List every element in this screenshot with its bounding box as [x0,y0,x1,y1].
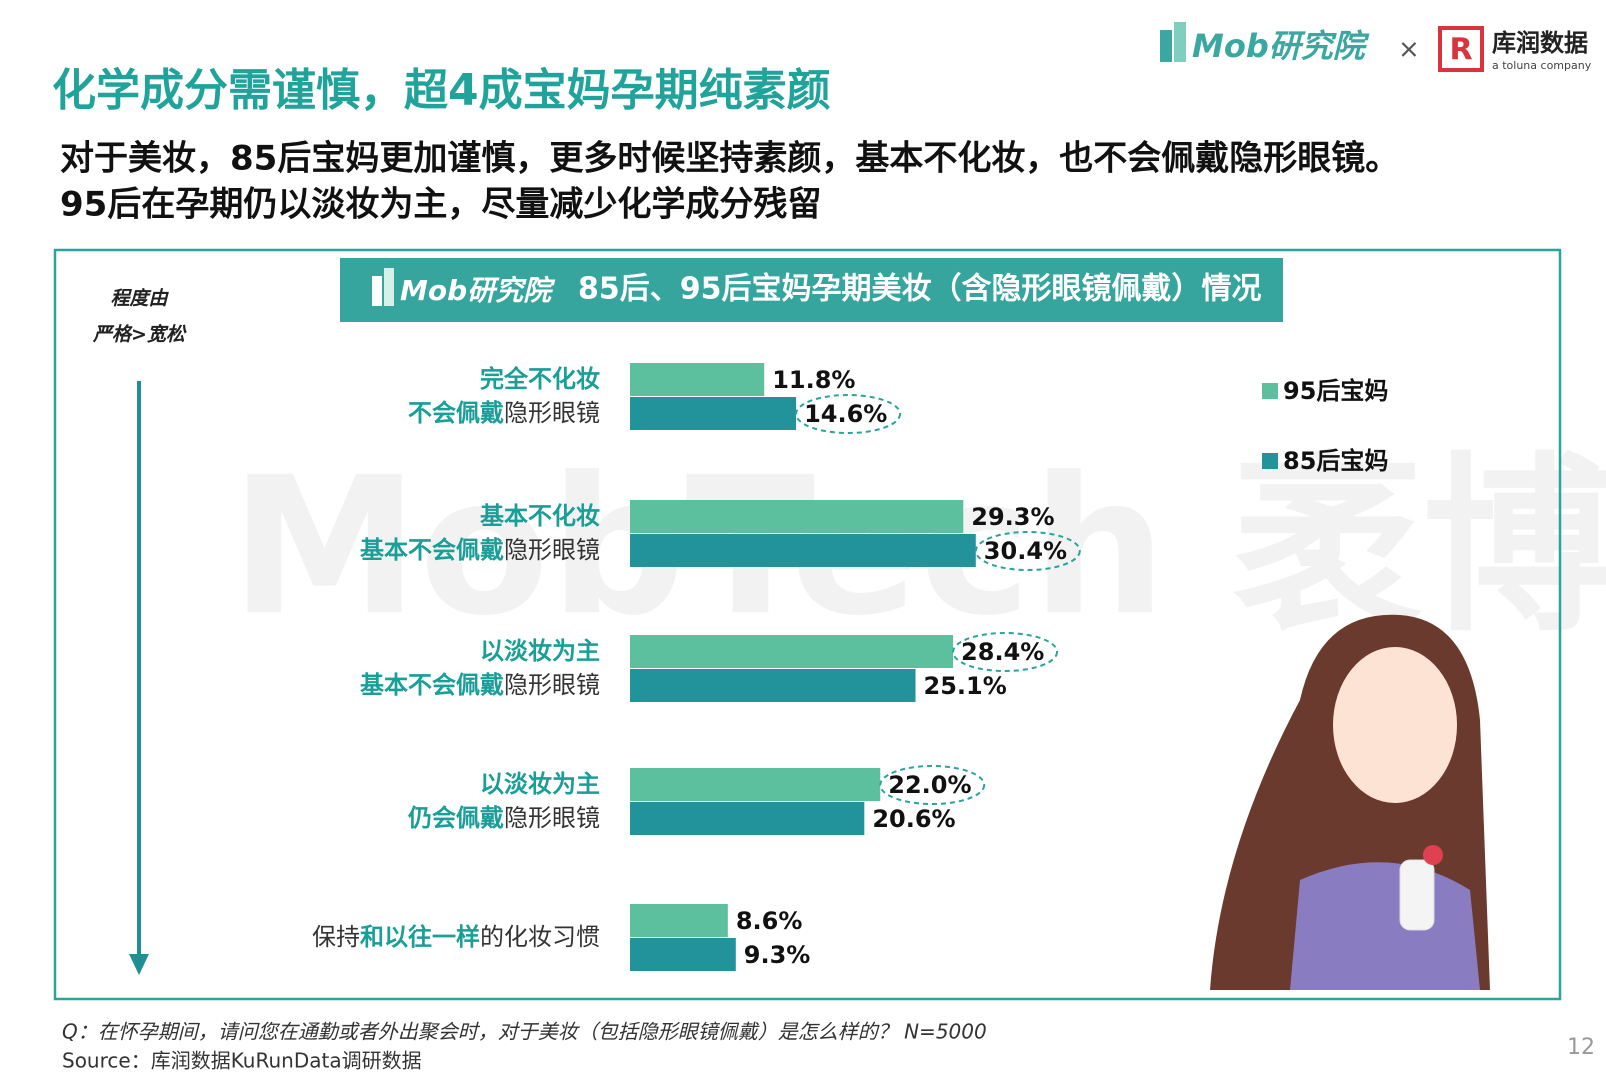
slide-subtitle: 对于美妆，85后宝妈更加谨慎，更多时候坚持素颜，基本不化妆，也不会佩戴隐形眼镜。 [60,139,1399,179]
footnote-source: Source：库润数据KuRunData调研数据 [62,1049,422,1073]
logo-mob: Mob研究院 [1192,27,1370,65]
logo-times: × [1398,35,1420,65]
bar [630,669,916,702]
chart-frame [53,248,1562,1001]
category-label: 完全不化妆 [480,365,600,393]
category-label-part: 基本不化妆 [480,502,600,530]
bar [630,938,736,971]
category-label-part: 的化妆习惯 [480,923,600,951]
bar [630,802,865,835]
value-label: 11.8% [772,366,855,394]
header-logo-icon [384,268,394,306]
footnote-question: Q：在怀孕期间，请问您在通勤或者外出聚会时，对于美妆（包括隐形眼镜佩戴）是怎么样… [62,1020,987,1044]
slide-subtitle: 95后在孕期仍以淡妆为主，尽量减少化学成分残留 [60,185,821,225]
legend-swatch [1262,453,1278,469]
logo-icon [1174,22,1186,62]
logo-kr: 库润数据 [1492,29,1588,57]
bar [630,500,964,533]
category-label-part: 基本不会佩戴 [360,671,504,699]
legend-label: 95后宝妈 [1283,377,1388,405]
value-label: 8.6% [736,907,803,935]
category-label: 以淡妆为主 [480,770,600,798]
scale-arrow-head [129,954,149,975]
label-highlight [974,531,1081,571]
illustration [1210,614,1490,990]
chart-logo: Mob研究院 [400,274,556,307]
label-highlight [952,632,1059,672]
category-label-part: 和以往一样 [360,923,480,951]
value-label: 22.0% [888,771,971,799]
bar [630,397,797,430]
category-label-part: 仍会佩戴 [408,804,504,832]
chart-header-bar [340,258,1283,322]
value-label: 14.6% [804,400,887,428]
bar [630,534,976,567]
header-logo-icon [372,276,382,306]
bar [630,635,954,668]
category-label-part: 基本不会佩戴 [360,536,504,564]
slide-title: 化学成分需谨慎，超4成宝妈孕期纯素颜 [52,65,831,116]
logo-kr-icon [1438,26,1484,72]
category-label: 基本不会佩戴隐形眼镜 [360,671,600,699]
category-label: 仍会佩戴隐形眼镜 [408,804,600,832]
category-label-part: 以淡妆为主 [480,770,600,798]
category-label-part: 隐形眼镜 [504,399,600,427]
category-label-part: 以淡妆为主 [480,637,600,665]
chart-title: 85后、95后宝妈孕期美妆（含隐形眼镜佩戴）情况 [578,272,1262,307]
bar [630,904,728,937]
legend-swatch [1262,383,1278,399]
scale-note: 程度由 [110,288,169,310]
scale-note: 严格>宽松 [92,324,187,346]
label-highlight [795,394,902,434]
logo-kr-sub: a toluna company [1492,59,1592,72]
label-highlight [879,765,986,805]
legend-label: 85后宝妈 [1283,447,1388,475]
logo-icon [1160,30,1172,62]
bar [630,768,881,801]
category-label: 基本不化妆 [480,502,600,530]
category-label-part: 隐形眼镜 [504,671,600,699]
value-label: 9.3% [744,941,811,969]
value-label: 25.1% [924,672,1007,700]
value-label: 30.4% [984,537,1067,565]
category-label-part: 完全不化妆 [480,365,600,393]
value-label: 20.6% [872,805,955,833]
category-label: 不会佩戴隐形眼镜 [408,399,600,427]
category-label-part: 保持 [312,923,360,951]
category-label-part: 不会佩戴 [408,399,504,427]
value-label: 29.3% [971,503,1054,531]
logo-kr-mark: R [1449,33,1472,68]
value-label: 28.4% [961,638,1044,666]
category-label: 保持和以往一样的化妆习惯 [312,923,600,951]
category-label-part: 隐形眼镜 [504,536,600,564]
category-label: 基本不会佩戴隐形眼镜 [360,536,600,564]
bar [630,363,765,396]
page-number: 12 [1567,1035,1595,1060]
category-label-part: 隐形眼镜 [504,804,600,832]
category-label: 以淡妆为主 [480,637,600,665]
